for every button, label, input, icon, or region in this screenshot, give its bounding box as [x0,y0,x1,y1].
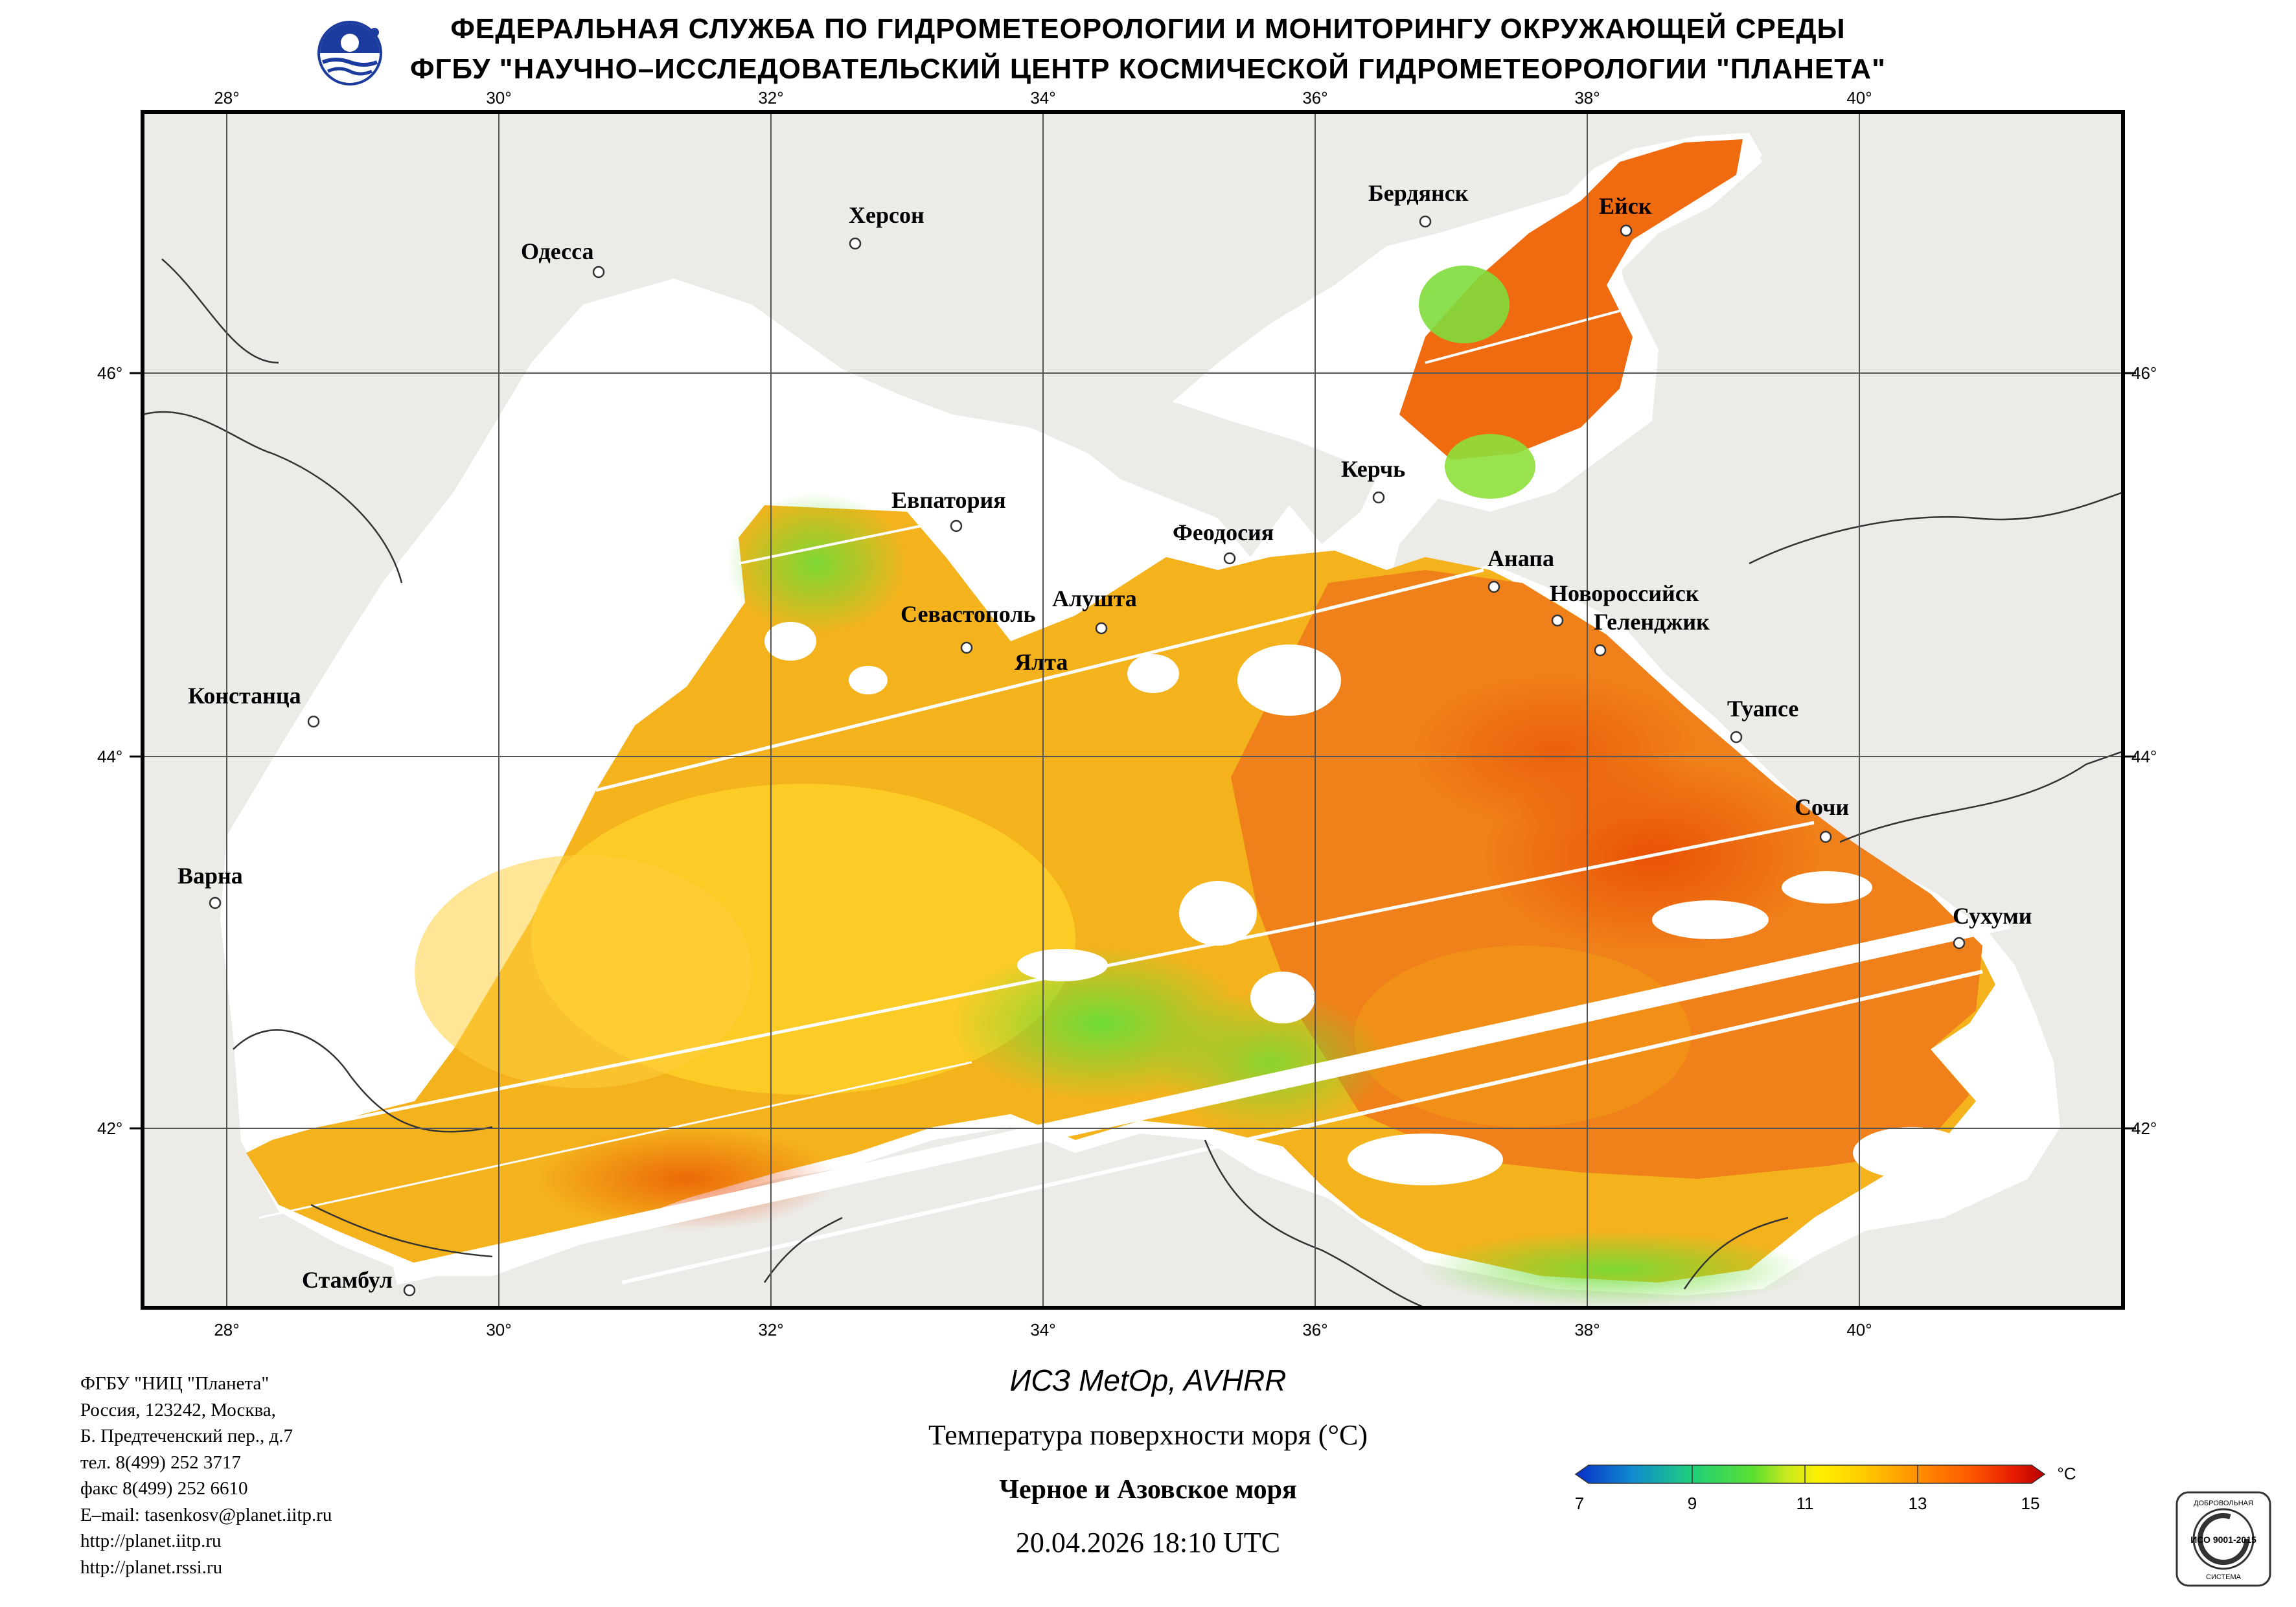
colorbar: 7 9 11 13 15 °C [1574,1464,2076,1513]
city-marker [1487,580,1500,593]
lon-label-bottom: 36° [1302,1320,1327,1339]
graticule-ticks [130,372,2136,1130]
city-marker [849,237,862,250]
planeta-logo-icon [317,21,382,85]
cloud-gaps [764,622,1969,1185]
city-label: Констанца [188,683,301,709]
email: E–mail: tasenkosv@planet.iitp.ru [80,1504,332,1525]
phone: тел. 8(499) 252 3717 [80,1452,241,1473]
city-marker [1372,491,1385,504]
city-marker [307,715,320,728]
lon-label-top: 28° [214,88,239,108]
city-label: Стамбул [302,1267,393,1293]
header-title-center: ФГБУ "НАУЧНО–ИССЛЕДОВАТЕЛЬСКИЙ ЦЕНТР КОС… [410,53,1886,85]
lat-label-right: 46° [2131,363,2157,383]
city-label: Туапсе [1727,696,1798,722]
colorbar-unit: °C [2057,1464,2076,1483]
city-marker [403,1284,416,1297]
colorbar-tick-label: 11 [1797,1494,1814,1513]
colorbar-gradient [1574,1465,2046,1484]
map-body [143,112,2123,1308]
city-marker [960,641,973,654]
lon-label-bottom: 30° [486,1320,511,1339]
lat-label-right: 42° [2131,1119,2157,1138]
city-label: Бердянск [1368,180,1469,206]
scan-gaps [246,310,2011,1285]
lon-label-bottom: 40° [1846,1320,1872,1339]
colorbar-tick-label: 13 [1909,1494,1927,1513]
product-parameter: Температура поверхности моря (°С) [928,1419,1368,1451]
colorbar-tick-label: 9 [1688,1494,1697,1513]
map-frame [141,110,2125,1310]
city-marker [1594,644,1607,657]
city-label: Сочи [1795,794,1849,820]
city-label: Керчь [1341,456,1405,482]
cert-text: ИСО 9001-2015 [2190,1534,2256,1545]
address-line: Россия, 123242, Москва, [80,1399,276,1420]
lat-label-right: 44° [2131,747,2157,766]
satellite-instrument: ИСЗ MetOp, AVHRR [1009,1363,1287,1397]
iso-certification-icon: ДОБРОВОЛЬНАЯ ИСО 9001-2015 СИСТЕМА [2175,1491,2271,1587]
city-label: Алушта [1052,586,1137,611]
lon-label-top: 36° [1302,88,1327,108]
lat-label-left: 42° [97,1119,122,1138]
city-marker [1730,731,1743,744]
observation-datetime: 20.04.2026 18:10 UTC [1015,1527,1281,1558]
city-marker [1819,830,1832,843]
city-label: Херсон [849,202,924,228]
colorbar-tick-label: 7 [1575,1494,1584,1513]
address-line: Б. Предтеченский пер., д.7 [80,1426,293,1446]
lon-label-bottom: 28° [214,1320,239,1339]
city-label: Одесса [521,238,594,264]
lon-label-top: 34° [1030,88,1055,108]
fax: факс 8(499) 252 6610 [80,1478,248,1499]
url-link[interactable]: http://planet.rssi.ru [80,1556,223,1578]
lon-label-bottom: 32° [758,1320,783,1339]
city-label: Анапа [1487,545,1554,571]
borders [143,258,2123,1308]
lon-label-top: 32° [758,88,783,108]
city-label: Ялта [1015,649,1068,675]
azov-sst [1399,139,1743,460]
city-label: Новороссийск [1550,580,1699,606]
lon-label-bottom: 34° [1030,1320,1055,1339]
lon-label-top: 38° [1574,88,1600,108]
city-marker [950,519,963,532]
city-marker [1620,224,1633,237]
region-name: Черное и Азовское моря [999,1475,1297,1505]
city-marker [1551,614,1564,627]
city-label: Геленджик [1594,609,1710,635]
lon-label-bottom: 38° [1574,1320,1600,1339]
city-marker [209,896,222,909]
city-marker [1223,552,1236,565]
lon-label-top: 40° [1846,88,1872,108]
header-title-agency: ФЕДЕРАЛЬНАЯ СЛУЖБА ПО ГИДРОМЕТЕОРОЛОГИИ … [450,13,1846,45]
lon-label-top: 30° [486,88,511,108]
graticule [143,112,2123,1308]
city-label: Феодосия [1173,519,1274,545]
url-link[interactable]: http://planet.iitp.ru [80,1531,222,1551]
cert-top: ДОБРОВОЛЬНАЯ [2194,1499,2253,1507]
city-marker [592,266,605,279]
address-block: ФГБУ "НИЦ "Планета" Россия, 123242, Моск… [80,1371,332,1580]
cert-bottom: СИСТЕМА [2206,1573,2242,1581]
city-label: Ейск [1599,193,1652,219]
city-marker [1953,937,1966,950]
city-labels: Одесса Херсон Бердянск Ейск Евпатория Ке… [178,180,2032,1293]
city-marker [1095,622,1108,635]
lon-labels: 28° 30° 32° 34° 36° 38° 40° 28° 30° 32° … [214,88,1872,1339]
city-label: Варна [178,863,243,889]
colorbar-tick-label: 15 [2021,1494,2040,1513]
city-label: Сухуми [1953,903,2032,929]
city-markers [209,215,1966,1297]
city-label: Севастополь [901,601,1036,627]
colorbar-ticks [1692,1465,1918,1483]
city-marker [1419,215,1432,228]
lat-label-left: 44° [97,747,122,766]
city-label: Евпатория [891,487,1006,513]
lat-label-left: 46° [97,363,122,383]
lat-labels: 46° 44° 42° 46° 44° 42° [97,363,2157,1138]
org-name: ФГБУ "НИЦ "Планета" [80,1373,270,1394]
